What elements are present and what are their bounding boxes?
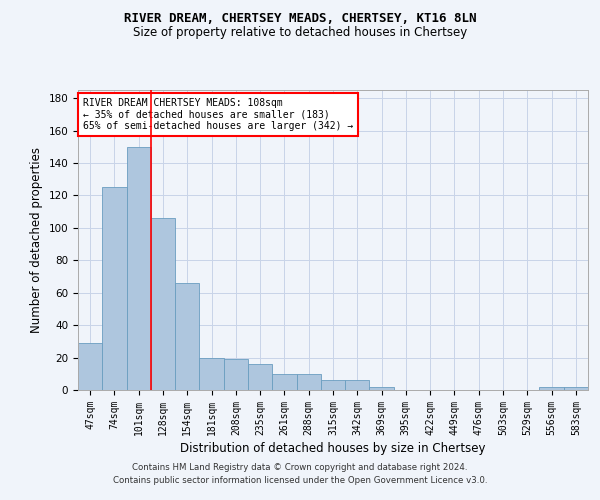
Bar — [345, 380, 370, 390]
Text: Contains HM Land Registry data © Crown copyright and database right 2024.: Contains HM Land Registry data © Crown c… — [132, 464, 468, 472]
Bar — [248, 364, 272, 390]
Bar — [539, 387, 564, 390]
Bar — [102, 188, 127, 390]
Bar — [199, 358, 224, 390]
X-axis label: Distribution of detached houses by size in Chertsey: Distribution of detached houses by size … — [180, 442, 486, 455]
Bar — [127, 147, 151, 390]
Bar — [321, 380, 345, 390]
Text: Contains public sector information licensed under the Open Government Licence v3: Contains public sector information licen… — [113, 476, 487, 485]
Bar — [78, 343, 102, 390]
Bar — [175, 283, 199, 390]
Y-axis label: Number of detached properties: Number of detached properties — [30, 147, 43, 333]
Bar — [272, 374, 296, 390]
Bar — [224, 359, 248, 390]
Text: RIVER DREAM, CHERTSEY MEADS, CHERTSEY, KT16 8LN: RIVER DREAM, CHERTSEY MEADS, CHERTSEY, K… — [124, 12, 476, 26]
Bar — [564, 387, 588, 390]
Bar — [296, 374, 321, 390]
Text: Size of property relative to detached houses in Chertsey: Size of property relative to detached ho… — [133, 26, 467, 39]
Text: RIVER DREAM CHERTSEY MEADS: 108sqm
← 35% of detached houses are smaller (183)
65: RIVER DREAM CHERTSEY MEADS: 108sqm ← 35%… — [83, 98, 353, 130]
Bar — [370, 387, 394, 390]
Bar — [151, 218, 175, 390]
